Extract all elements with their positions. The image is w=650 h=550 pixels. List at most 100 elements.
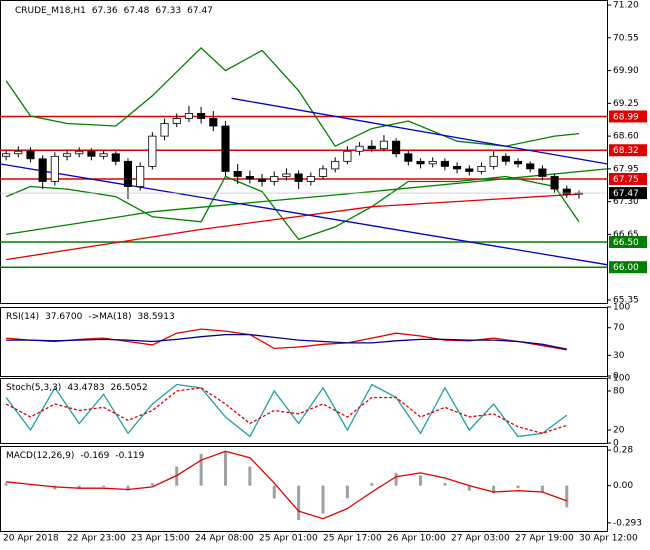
candle-body bbox=[62, 153, 72, 157]
candle-body bbox=[355, 145, 364, 152]
panel-frame bbox=[0, 307, 608, 377]
candle-body bbox=[428, 160, 437, 165]
y-tick-label: 70.55 bbox=[613, 33, 639, 43]
header-part: 26.5052 bbox=[111, 383, 148, 393]
indicator-line bbox=[5, 47, 580, 148]
y-tick-label: 69.90 bbox=[613, 66, 639, 76]
x-tick-label: 27 Apr 03:00 bbox=[451, 534, 510, 544]
indicator-line bbox=[231, 97, 608, 165]
header-part: Stoch(5,3,3) bbox=[6, 383, 61, 393]
candle-body bbox=[562, 188, 571, 195]
panel-header: RSI(14) 37.6700 ->MA(18) 38.5913 bbox=[6, 312, 175, 322]
y-tick-label: 100 bbox=[613, 374, 630, 384]
y-tick-label: 70 bbox=[613, 323, 625, 333]
header-bg bbox=[2, 3, 192, 15]
candle-body bbox=[26, 150, 35, 160]
header-part: 67.47 bbox=[187, 6, 213, 16]
macd-bar bbox=[419, 475, 423, 486]
candle-body bbox=[343, 150, 352, 162]
panel-frame bbox=[0, 446, 608, 532]
macd-bar bbox=[394, 472, 398, 486]
macd-bar bbox=[492, 485, 496, 494]
candle-body bbox=[75, 150, 84, 155]
candle-body bbox=[331, 160, 340, 170]
candle-body bbox=[38, 158, 47, 182]
macd-bar bbox=[345, 485, 349, 499]
header-part: 38.5913 bbox=[138, 312, 175, 322]
price-box bbox=[609, 172, 647, 185]
macd-bar bbox=[321, 485, 325, 514]
price-box bbox=[609, 261, 647, 274]
macd-bar bbox=[272, 485, 276, 499]
x-tick-label: 20 Apr 2018 bbox=[3, 534, 59, 544]
header-part: MACD(12,26,9) bbox=[6, 451, 74, 461]
y-tick-label: 0 bbox=[613, 439, 619, 449]
header-part: CRUDE_M18,H1 bbox=[15, 6, 86, 16]
candle-body bbox=[453, 165, 462, 170]
x-tick-label: 25 Apr 17:00 bbox=[323, 534, 382, 544]
header-part: ->MA(18) bbox=[88, 312, 131, 322]
candle-body bbox=[14, 150, 23, 155]
candle-body bbox=[245, 176, 254, 180]
candle-body bbox=[367, 145, 376, 150]
candle-body bbox=[538, 168, 547, 177]
candle-body bbox=[440, 160, 449, 167]
candle-body bbox=[2, 153, 11, 157]
macd-bar bbox=[102, 485, 106, 487]
price-box bbox=[609, 144, 647, 157]
macd-bar bbox=[565, 485, 569, 508]
x-tick-label: 30 Apr 12:00 bbox=[579, 534, 638, 544]
price-box-label: 67.75 bbox=[613, 175, 639, 185]
header-part: -0.119 bbox=[115, 451, 144, 461]
price-box-label: 66.00 bbox=[613, 263, 639, 273]
y-tick-label: -0.293 bbox=[613, 518, 642, 528]
price-box-label: 67.47 bbox=[613, 189, 639, 199]
indicator-line bbox=[6, 450, 568, 520]
candle-body bbox=[111, 153, 120, 162]
macd-bar bbox=[516, 485, 520, 489]
x-tick-label: 27 Apr 19:00 bbox=[515, 534, 574, 544]
y-tick-label: 68.60 bbox=[613, 132, 639, 142]
macd-bar bbox=[540, 485, 544, 492]
y-tick-label: 80 bbox=[613, 387, 625, 397]
candle-body bbox=[172, 118, 181, 124]
macd-bar bbox=[199, 453, 203, 486]
header-part: 67.48 bbox=[124, 6, 150, 16]
indicator-line bbox=[6, 168, 608, 236]
macd-bar bbox=[223, 451, 227, 486]
candle-body bbox=[282, 173, 291, 177]
macd-bar bbox=[297, 485, 301, 520]
price-box bbox=[609, 110, 647, 123]
candle-body bbox=[513, 160, 523, 165]
candle-body bbox=[294, 173, 303, 182]
candle-body bbox=[148, 135, 157, 167]
x-tick-label: 24 Apr 08:00 bbox=[195, 534, 254, 544]
macd-bar bbox=[126, 485, 130, 491]
x-tick-label: 25 Apr 01:00 bbox=[259, 534, 318, 544]
candle-body bbox=[526, 163, 535, 170]
candle-body bbox=[550, 176, 559, 190]
candle-body bbox=[197, 113, 206, 119]
y-tick-label: 0 bbox=[613, 372, 619, 382]
header-part: 37.6700 bbox=[45, 312, 82, 322]
candle-body bbox=[233, 171, 242, 177]
macd-bar bbox=[150, 483, 154, 486]
price-box-label: 68.99 bbox=[613, 112, 639, 122]
panel-header: MACD(12,26,9) -0.169 -0.119 bbox=[6, 451, 145, 461]
panel-header: CRUDE_M18,H1 67.36 67.48 67.33 67.47 bbox=[15, 6, 213, 16]
price-box bbox=[609, 235, 647, 248]
macd-bar bbox=[443, 483, 447, 486]
y-tick-label: 100 bbox=[613, 303, 630, 313]
macd-bar bbox=[77, 485, 81, 489]
y-tick-label: 65.35 bbox=[613, 295, 639, 305]
indicator-line bbox=[6, 193, 580, 261]
candle-body bbox=[416, 160, 425, 165]
candle-body bbox=[489, 155, 498, 167]
header-part: 67.33 bbox=[155, 6, 181, 16]
macd-bar bbox=[248, 466, 252, 486]
indicator-line bbox=[5, 387, 568, 434]
indicator-line bbox=[6, 333, 567, 350]
header-part: 67.36 bbox=[92, 6, 118, 16]
